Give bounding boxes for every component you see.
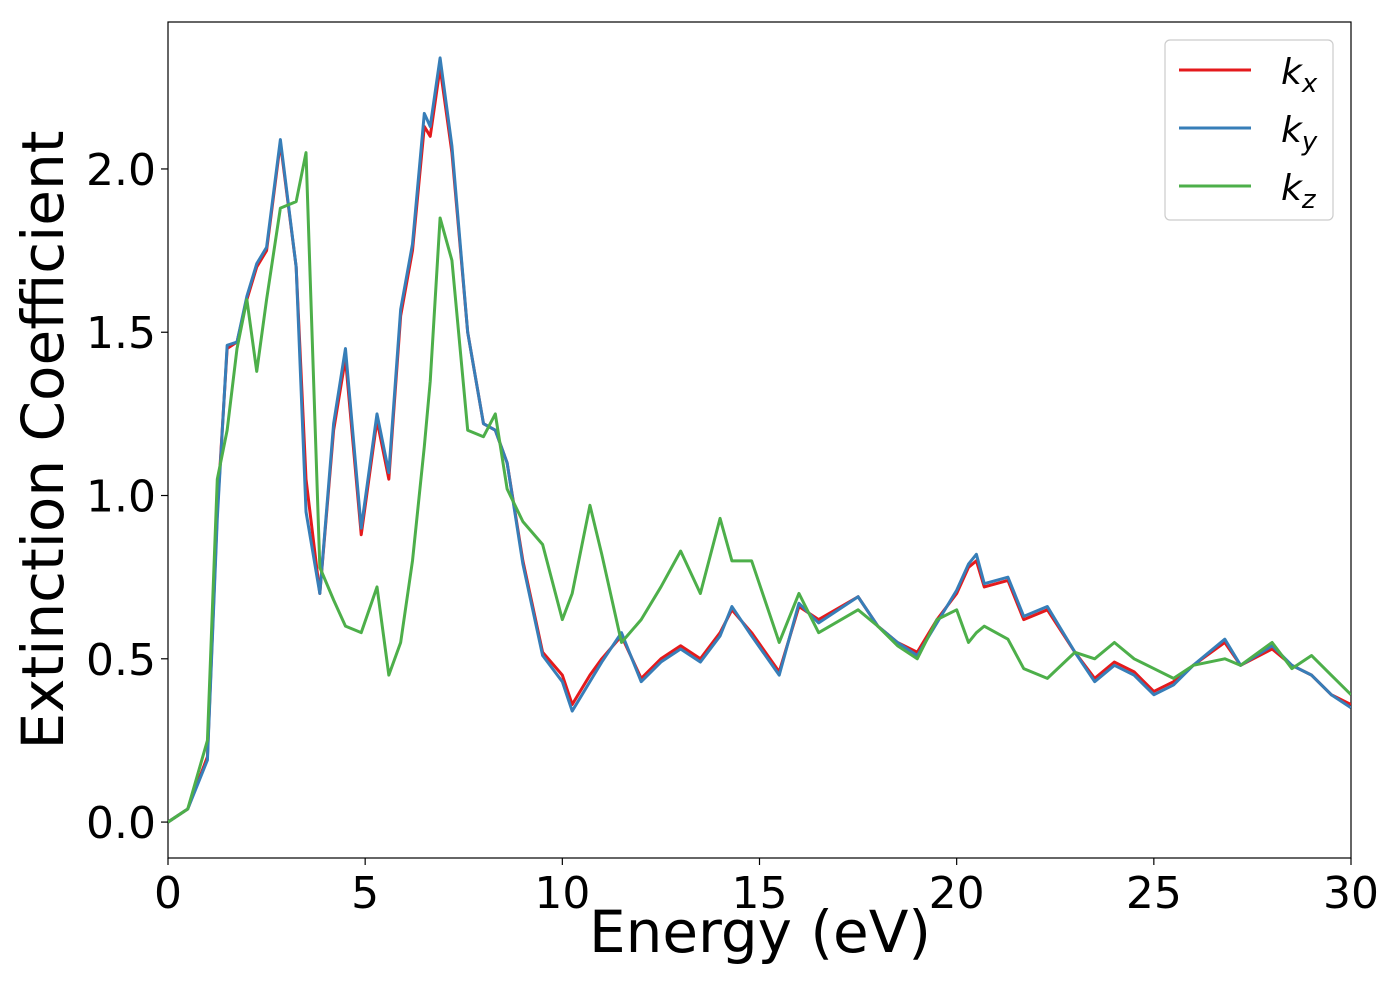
- legend-label: kx: [1281, 52, 1318, 99]
- x-tick-label: 15: [732, 868, 788, 919]
- x-tick-label: 20: [929, 868, 985, 919]
- series-line: [168, 56, 1351, 824]
- y-tick-label: 2.0: [86, 145, 156, 196]
- y-tick-label: 0.0: [86, 798, 156, 849]
- x-tick-label: 25: [1126, 868, 1182, 919]
- x-tick-label: 30: [1323, 868, 1379, 919]
- legend-box: [1164, 39, 1334, 221]
- legend-label: ky: [1281, 110, 1318, 157]
- y-tick-label: 0.5: [86, 635, 156, 686]
- series-line: [168, 151, 1351, 824]
- legend-label: kz: [1281, 168, 1317, 215]
- x-tick-label: 5: [351, 868, 379, 919]
- x-axis-label: Energy (eV): [589, 898, 931, 966]
- x-tick-label: 0: [154, 868, 182, 919]
- x-tick-label: 10: [534, 868, 590, 919]
- y-tick-label: 1.0: [86, 472, 156, 523]
- y-axis-label: Extinction Coefficient: [9, 131, 77, 750]
- y-tick-label: 1.5: [86, 308, 156, 359]
